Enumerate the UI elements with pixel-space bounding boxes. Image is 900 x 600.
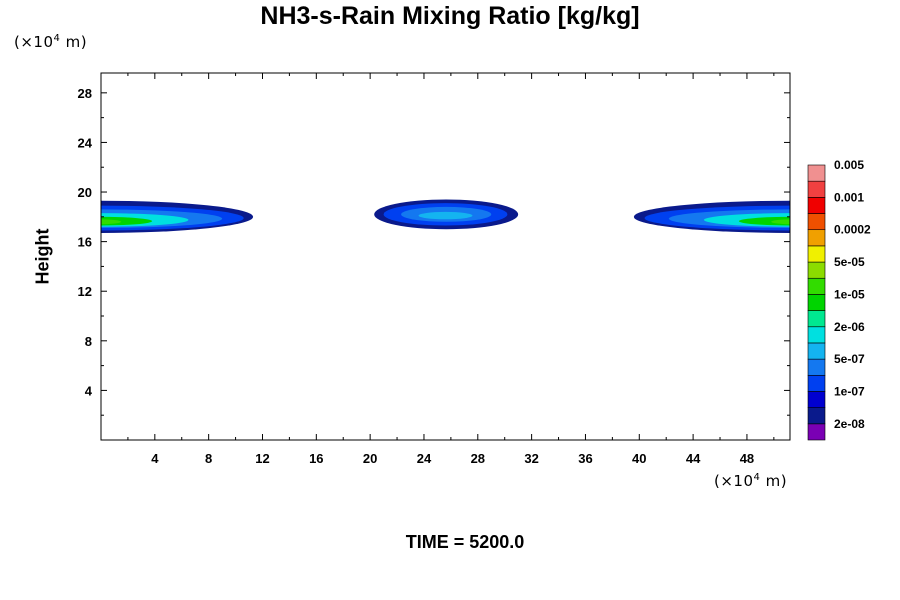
- x-tick-label: 44: [686, 451, 701, 466]
- colorbar-swatch: [807, 391, 826, 408]
- y-tick-label: 28: [78, 86, 92, 101]
- colorbar-swatch: [807, 326, 826, 344]
- plot-frame: [100, 72, 791, 441]
- y-tick-label: 20: [78, 185, 92, 200]
- y-unit-exponent: 4: [53, 33, 61, 44]
- y-tick-label: 24: [78, 135, 93, 150]
- colorbar-label: 0.005: [834, 158, 864, 172]
- colorbar-swatch: [807, 277, 826, 295]
- colorbar-swatch: [807, 294, 826, 311]
- colorbar-label: 2e-08: [834, 417, 865, 431]
- colorbar-swatch: [807, 342, 826, 360]
- x-unit-exponent: 4: [753, 472, 761, 483]
- chart-title: NH3-s-Rain Mixing Ratio [kg/kg]: [260, 2, 640, 30]
- colorbar-swatch: [807, 197, 826, 214]
- y-tick-label: 4: [85, 383, 93, 398]
- right-plume-level-4: [738, 216, 790, 226]
- colorbar-swatch: [807, 213, 826, 231]
- colorbar-label: 0.0002: [834, 223, 871, 237]
- x-tick-label: 16: [309, 451, 323, 466]
- data-layer: [101, 199, 790, 233]
- center-cell-level-3: [418, 211, 473, 220]
- colorbar-label: 5e-05: [834, 255, 865, 269]
- x-tick-label: 28: [471, 451, 485, 466]
- y-unit-base: (×10: [14, 33, 54, 51]
- x-unit-suffix: m): [760, 472, 788, 490]
- colorbar-swatch: [807, 358, 826, 376]
- left-plume-level-4: [101, 216, 153, 226]
- colorbar-label: 0.001: [834, 190, 864, 204]
- x-tick-label: 32: [524, 451, 538, 466]
- left-plume-level-5: [101, 219, 122, 225]
- left-plume-level-3: [101, 213, 189, 227]
- colorbar-swatch: [807, 180, 826, 198]
- x-tick-label: 24: [417, 451, 432, 466]
- y-tick-label: 8: [85, 334, 92, 349]
- colorbar-swatch: [807, 423, 826, 441]
- y-axis-unit: (×104 m): [14, 33, 87, 51]
- x-axis-unit: (×104 m): [714, 472, 787, 490]
- time-label: TIME = 5200.0: [405, 532, 525, 552]
- x-tick-label: 8: [205, 451, 212, 466]
- colorbar-label: 5e-07: [834, 352, 865, 366]
- colorbar-label: 1e-07: [834, 384, 865, 398]
- data-regions: [101, 199, 790, 233]
- x-tick-label: 4: [151, 451, 159, 466]
- y-tick-label: 12: [78, 284, 92, 299]
- x-tick-label: 40: [632, 451, 646, 466]
- colorbar-label: 1e-05: [834, 287, 865, 301]
- colorbar-swatch: [807, 374, 826, 392]
- y-tick-label: 16: [78, 235, 92, 250]
- x-tick-label: 20: [363, 451, 377, 466]
- colorbar: 2e-08 1e-07 5e-07 2e-06 1e-05 5e-05 0.0002 0.00…: [807, 158, 871, 441]
- colorbar-swatch: [807, 245, 826, 263]
- colorbar-swatch: [807, 407, 826, 425]
- x-tick-label: 36: [578, 451, 592, 466]
- x-unit-base: (×10: [714, 472, 754, 490]
- y-unit-suffix: m): [60, 33, 88, 51]
- colorbar-label: 2e-06: [834, 320, 865, 334]
- x-tick-label: 12: [255, 451, 269, 466]
- right-plume-level-5: [771, 219, 790, 225]
- colorbar-swatch: [807, 229, 826, 247]
- x-tick-label: 48: [740, 451, 754, 466]
- colorbar-swatch: [807, 261, 826, 279]
- colorbar-swatch: [807, 310, 826, 328]
- colorbar-swatch: [807, 164, 826, 182]
